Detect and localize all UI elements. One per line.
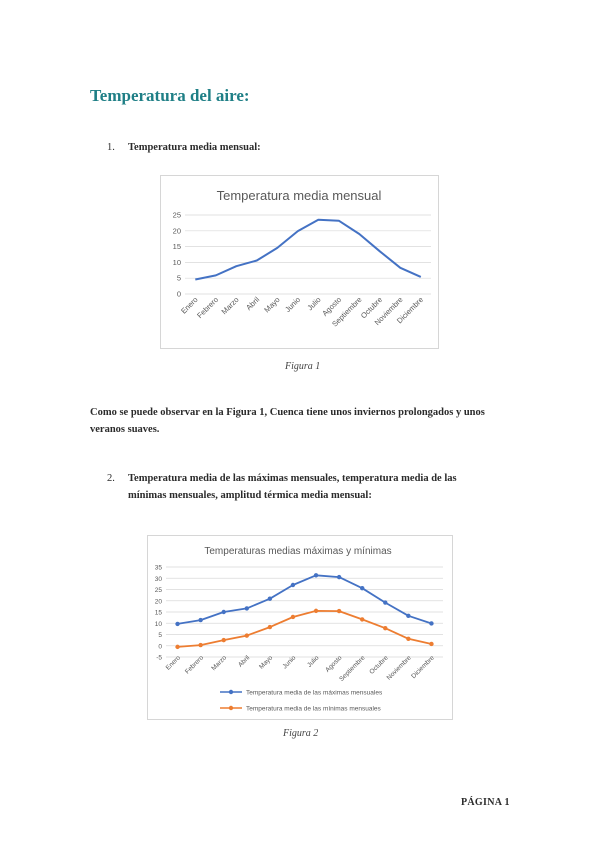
y-tick-label: 0 xyxy=(158,643,162,650)
y-tick-label: 15 xyxy=(173,242,181,251)
data-point xyxy=(221,637,226,643)
figure-1-caption: Figura 1 xyxy=(285,361,321,372)
y-tick-label: 10 xyxy=(155,621,163,628)
legend-swatch-marker xyxy=(228,705,234,711)
data-point xyxy=(313,573,319,578)
data-point xyxy=(267,596,273,601)
data-point xyxy=(406,613,411,619)
page-footer: PÁGINA 1 xyxy=(461,797,510,808)
data-point xyxy=(244,606,249,611)
chart-1: Temperatura media mensual 0 5 10 15 20 25 Enero… xyxy=(160,175,439,349)
data-point xyxy=(244,633,249,638)
x-tick-label: Noviembre xyxy=(386,654,413,681)
list-item-2: 2. Temperatura media de las máximas mens… xyxy=(107,470,496,504)
x-tick-label: Julio xyxy=(306,654,321,669)
list-item-2-number: 2. xyxy=(107,473,115,484)
y-tick-label: 20 xyxy=(173,226,181,235)
legend-swatch-marker xyxy=(228,689,234,695)
x-tick-label: Mayo xyxy=(262,295,281,314)
y-tick-label: 25 xyxy=(173,211,181,220)
y-tick-label: 35 xyxy=(155,565,163,572)
data-point xyxy=(360,617,365,622)
chart-2-svg: Temperaturas medias máximas y mínimas -5 0… xyxy=(155,546,443,712)
data-point xyxy=(290,582,296,588)
chart-2: Temperaturas medias máximas y mínimas -5 0… xyxy=(147,535,453,720)
x-tick-label: Marzo xyxy=(220,295,241,316)
list-item-1-text: Temperatura media mensual: xyxy=(128,142,261,153)
page-title: Temperatura del aire: xyxy=(90,86,250,105)
data-point xyxy=(290,614,296,620)
data-point xyxy=(429,621,434,626)
data-point xyxy=(198,642,203,648)
x-tick-label: Julio xyxy=(305,295,322,312)
list-item-1-number: 1. xyxy=(107,142,115,153)
data-point xyxy=(313,608,319,614)
legend-label: Temperatura media de las máximas mensual… xyxy=(246,689,383,696)
x-tick-label: Febrero xyxy=(184,654,205,675)
series-line xyxy=(195,218,422,281)
series-line xyxy=(177,610,432,648)
x-tick-label: Junio xyxy=(283,295,302,314)
x-tick-label: Abril xyxy=(237,654,252,669)
y-tick-label: 20 xyxy=(155,598,163,605)
x-tick-label: Diciembre xyxy=(410,654,436,680)
chart-1-svg: Temperatura media mensual0510152025Enero… xyxy=(173,188,431,329)
chart-title: Temperaturas medias máximas y mínimas xyxy=(204,546,391,557)
y-tick-label: 25 xyxy=(155,587,163,594)
x-tick-label: Febrero xyxy=(195,295,220,320)
legend-label: Temperatura media de las mínimas mensual… xyxy=(246,705,382,712)
y-tick-label: 10 xyxy=(173,258,181,267)
x-tick-label: Abril xyxy=(244,295,261,312)
data-point xyxy=(198,617,203,623)
data-point xyxy=(175,621,180,627)
data-point xyxy=(406,636,411,641)
y-tick-label: 5 xyxy=(177,274,181,283)
data-point xyxy=(267,624,273,630)
y-tick-label: -5 xyxy=(156,655,162,662)
series-line xyxy=(177,574,432,625)
y-tick-label: 5 xyxy=(158,632,162,639)
data-point xyxy=(336,574,342,580)
x-tick-label: Junio xyxy=(281,654,297,670)
y-tick-label: 15 xyxy=(155,610,163,617)
y-tick-label: 30 xyxy=(155,576,163,583)
list-item-1: 1. Temperatura media mensual: xyxy=(107,139,508,156)
list-item-2-text: Temperatura media de las máximas mensual… xyxy=(128,473,457,501)
data-point xyxy=(221,609,226,615)
data-point xyxy=(360,585,365,591)
body-paragraph: Como se puede observar en la Figura 1, C… xyxy=(90,407,485,435)
figure-2-caption: Figura 2 xyxy=(283,728,319,739)
data-point xyxy=(175,644,180,650)
chart-title: Temperatura media mensual xyxy=(217,188,382,203)
data-point xyxy=(383,626,388,631)
y-tick-label: 0 xyxy=(177,290,181,299)
data-point xyxy=(336,608,342,614)
x-tick-label: Octubre xyxy=(368,654,390,676)
data-point xyxy=(429,641,434,647)
data-point xyxy=(383,600,388,605)
